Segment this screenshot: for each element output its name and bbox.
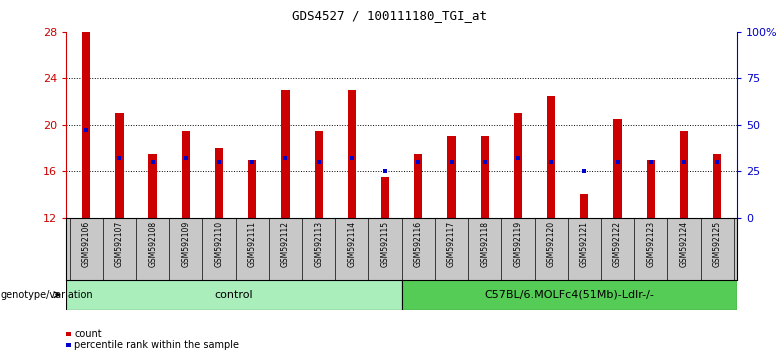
Bar xyxy=(314,131,323,218)
Text: GSM592118: GSM592118 xyxy=(480,221,489,267)
Text: control: control xyxy=(215,290,254,300)
Text: genotype/variation: genotype/variation xyxy=(1,290,94,300)
Text: GSM592107: GSM592107 xyxy=(115,221,124,267)
Bar xyxy=(248,160,257,218)
Text: GSM592125: GSM592125 xyxy=(713,221,722,267)
Bar xyxy=(148,154,157,218)
Bar xyxy=(82,32,90,218)
Text: GSM592112: GSM592112 xyxy=(281,221,290,267)
Text: GSM592114: GSM592114 xyxy=(347,221,356,267)
Bar xyxy=(713,154,722,218)
Text: GSM592121: GSM592121 xyxy=(580,221,589,267)
Text: GSM592117: GSM592117 xyxy=(447,221,456,267)
Bar xyxy=(402,280,737,310)
Bar xyxy=(547,96,555,218)
Bar xyxy=(647,160,655,218)
Bar xyxy=(182,131,190,218)
Bar xyxy=(215,148,223,218)
Bar xyxy=(514,113,522,218)
Bar xyxy=(115,113,123,218)
Text: GSM592108: GSM592108 xyxy=(148,221,157,267)
Text: GSM592111: GSM592111 xyxy=(248,221,257,267)
Bar xyxy=(448,136,456,218)
Bar xyxy=(613,119,622,218)
Text: GSM592120: GSM592120 xyxy=(547,221,555,267)
Bar xyxy=(580,194,588,218)
Bar xyxy=(348,90,356,218)
Text: GSM592106: GSM592106 xyxy=(82,221,90,267)
Bar xyxy=(480,136,489,218)
Text: GSM592116: GSM592116 xyxy=(414,221,423,267)
Text: GSM592119: GSM592119 xyxy=(513,221,523,267)
Text: GSM592113: GSM592113 xyxy=(314,221,323,267)
Bar xyxy=(414,154,423,218)
Bar xyxy=(282,90,289,218)
Bar xyxy=(66,280,402,310)
Text: GSM592124: GSM592124 xyxy=(679,221,689,267)
Bar xyxy=(381,177,389,218)
Text: GDS4527 / 100111180_TGI_at: GDS4527 / 100111180_TGI_at xyxy=(292,9,488,22)
Text: GSM592123: GSM592123 xyxy=(647,221,655,267)
Text: GSM592109: GSM592109 xyxy=(181,221,190,267)
Text: count: count xyxy=(74,329,102,339)
Text: percentile rank within the sample: percentile rank within the sample xyxy=(74,340,239,350)
Bar xyxy=(680,131,688,218)
Text: GSM592115: GSM592115 xyxy=(381,221,389,267)
Text: GSM592122: GSM592122 xyxy=(613,221,622,267)
Text: GSM592110: GSM592110 xyxy=(215,221,224,267)
Text: C57BL/6.MOLFc4(51Mb)-Ldlr-/-: C57BL/6.MOLFc4(51Mb)-Ldlr-/- xyxy=(484,290,654,300)
